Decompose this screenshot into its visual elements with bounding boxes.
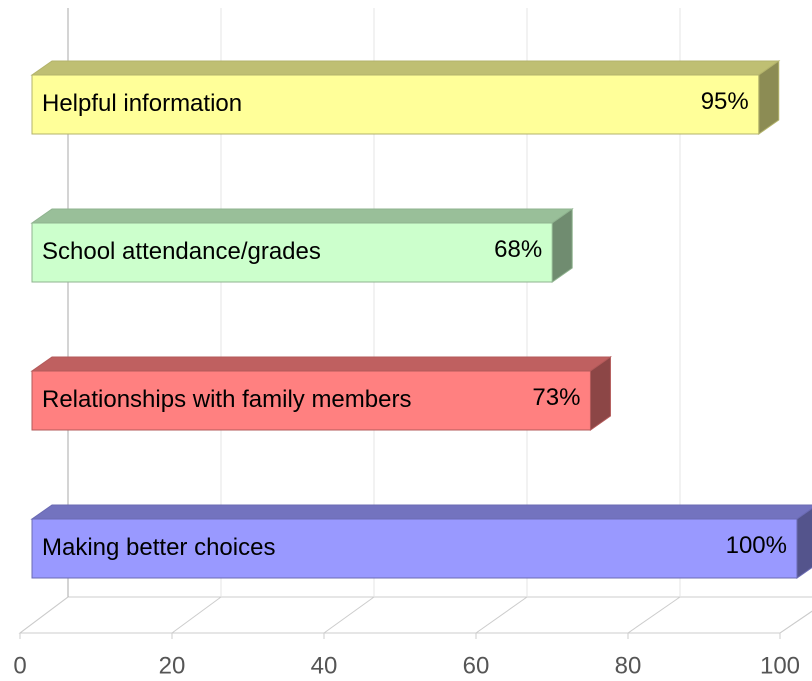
- bar: [30, 504, 812, 579]
- x-tick-label: 40: [311, 652, 338, 679]
- bar-top: [30, 60, 781, 76]
- floor-line: [323, 596, 375, 634]
- value-label: 73%: [532, 384, 580, 411]
- floor-line: [475, 596, 528, 634]
- bar: [30, 60, 781, 135]
- category-label: School attendance/grades: [42, 238, 321, 265]
- floor-line: [779, 610, 812, 634]
- value-label: 95%: [701, 88, 749, 115]
- floor: [18, 596, 812, 634]
- bar-front: [31, 518, 798, 579]
- x-tick-label: 60: [463, 652, 490, 679]
- bar: [30, 208, 574, 283]
- category-label: Making better choices: [42, 534, 275, 561]
- floor-line: [19, 596, 69, 634]
- x-tick-label: 100: [760, 652, 800, 679]
- bar-top: [30, 208, 574, 224]
- bar-top: [30, 356, 613, 372]
- bar-front: [31, 74, 760, 135]
- floor-line: [627, 596, 681, 634]
- bar-front: [31, 370, 591, 431]
- value-label: 100%: [726, 532, 787, 559]
- category-label: Helpful information: [42, 90, 242, 117]
- bar-front: [31, 222, 553, 283]
- category-label: Relationships with family members: [42, 386, 411, 413]
- bar: [30, 356, 613, 431]
- x-tick-label: 20: [159, 652, 186, 679]
- value-label: 68%: [494, 236, 542, 263]
- x-tick-label: 0: [13, 652, 26, 679]
- floor-line: [171, 596, 222, 634]
- bar-top: [30, 504, 812, 520]
- x-tick-label: 80: [615, 652, 642, 679]
